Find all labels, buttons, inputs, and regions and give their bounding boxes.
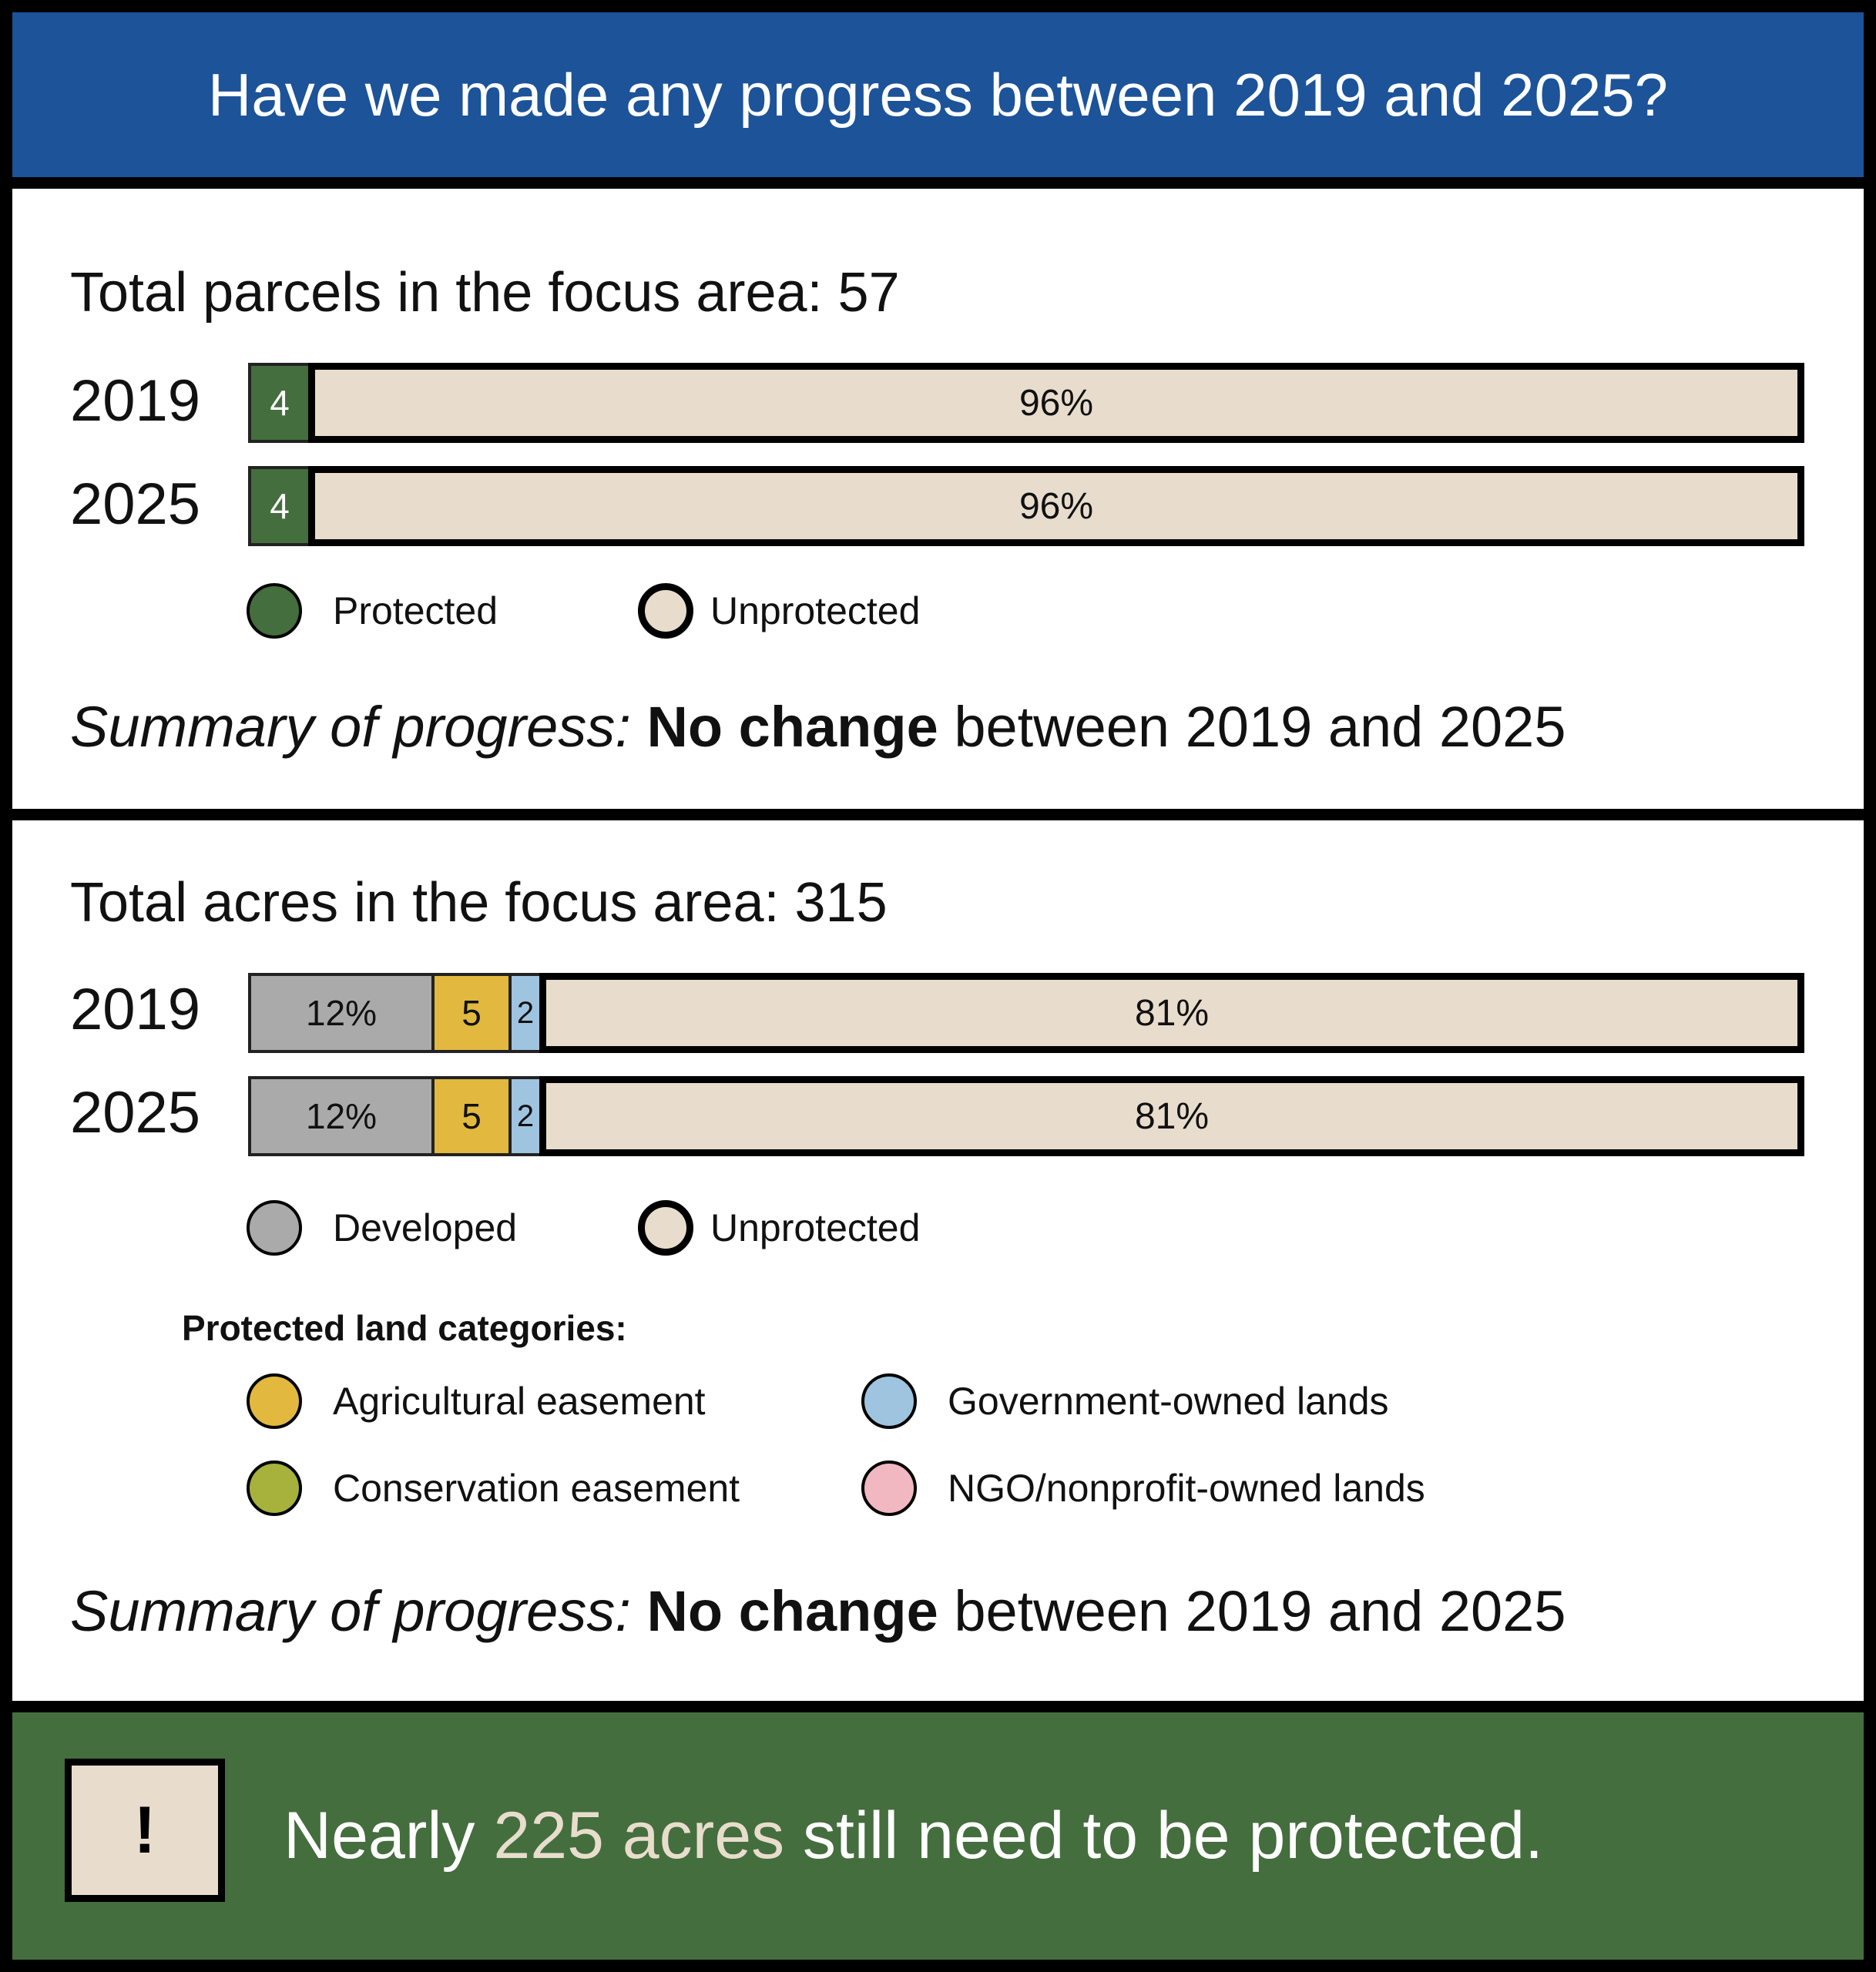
legend-label: Unprotected [710, 1206, 921, 1249]
protected-bar-segment: 4 [248, 363, 311, 443]
year-label: 2019 [70, 368, 201, 434]
developed-swatch-icon [247, 1200, 302, 1256]
legend-label: Developed [333, 1206, 518, 1249]
agricultural-swatch-icon [247, 1373, 302, 1429]
summary-rest: between 2019 and 2025 [954, 1579, 1566, 1643]
unprotected-swatch-icon [638, 583, 693, 639]
legend-government: Government-owned lands [861, 1373, 1389, 1429]
legend-label: Unprotected [710, 589, 921, 632]
legend-label: Agricultural easement [333, 1380, 706, 1423]
year-label: 2025 [70, 471, 201, 537]
government-bar-segment: 2 [508, 1076, 542, 1156]
footer-text-after: still need to be protected. [803, 1799, 1543, 1873]
footer-highlight: 225 acres [493, 1799, 785, 1873]
legend-label: Protected [333, 589, 498, 632]
unprotected-bar-segment: 81% [539, 1076, 1804, 1156]
parcels-bar-2025: 4 96% [248, 466, 1804, 546]
footer-message: Nearly 225 acres still need to be protec… [284, 1712, 1543, 1960]
acres-bar-2025: 12% 5 2 81% [248, 1076, 1804, 1156]
parcels-bar-2019: 4 96% [248, 363, 1804, 443]
parcels-title: Total parcels in the focus area: 57 [70, 262, 900, 324]
legend-unprotected: Unprotected [638, 1200, 920, 1256]
page-title: Have we made any progress between 2019 a… [208, 61, 1668, 129]
summary-prefix: Summary of progress: [70, 1579, 631, 1643]
protected-categories-heading: Protected land categories: [182, 1308, 627, 1348]
summary-rest: between 2019 and 2025 [954, 695, 1566, 759]
summary-emphasis: No change [646, 695, 938, 759]
protected-swatch-icon [247, 583, 302, 639]
government-bar-segment: 2 [508, 973, 542, 1053]
legend-agricultural: Agricultural easement [247, 1373, 706, 1429]
summary-prefix: Summary of progress: [70, 695, 631, 759]
summary-emphasis: No change [646, 1579, 938, 1643]
year-label: 2025 [70, 1080, 201, 1145]
unprotected-bar-segment: 81% [539, 973, 1804, 1053]
legend-conservation: Conservation easement [247, 1461, 740, 1516]
legend-label: Conservation easement [333, 1467, 740, 1510]
protected-bar-segment: 4 [248, 466, 311, 546]
legend-label: NGO/nonprofit-owned lands [948, 1467, 1425, 1510]
parcels-summary: Summary of progress: No change between 2… [70, 694, 1566, 760]
acres-summary: Summary of progress: No change between 2… [70, 1578, 1566, 1644]
parcels-section: Total parcels in the focus area: 57 2019… [12, 189, 1864, 809]
legend-protected: Protected [247, 583, 498, 639]
agricultural-bar-segment: 5 [431, 973, 512, 1053]
unprotected-bar-segment: 96% [308, 466, 1804, 546]
unprotected-swatch-icon [638, 1200, 693, 1256]
developed-bar-segment: 12% [248, 1076, 435, 1156]
conservation-swatch-icon [247, 1461, 302, 1516]
legend-unprotected: Unprotected [638, 583, 920, 639]
legend-label: Government-owned lands [948, 1380, 1389, 1423]
acres-title: Total acres in the focus area: 315 [70, 872, 888, 934]
year-label: 2019 [70, 977, 201, 1042]
government-swatch-icon [861, 1373, 917, 1429]
footer-text-before: Nearly [284, 1799, 475, 1873]
legend-developed: Developed [247, 1200, 517, 1256]
agricultural-bar-segment: 5 [431, 1076, 512, 1156]
ngo-swatch-icon [861, 1461, 917, 1516]
footer-callout: ! Nearly 225 acres still need to be prot… [12, 1712, 1864, 1960]
developed-bar-segment: 12% [248, 973, 435, 1053]
exclamation-icon: ! [65, 1759, 225, 1902]
acres-bar-2019: 12% 5 2 81% [248, 973, 1804, 1053]
legend-ngo: NGO/nonprofit-owned lands [861, 1461, 1425, 1516]
acres-section: Total acres in the focus area: 315 2019 … [12, 820, 1864, 1701]
header-banner: Have we made any progress between 2019 a… [12, 12, 1864, 177]
unprotected-bar-segment: 96% [308, 363, 1804, 443]
